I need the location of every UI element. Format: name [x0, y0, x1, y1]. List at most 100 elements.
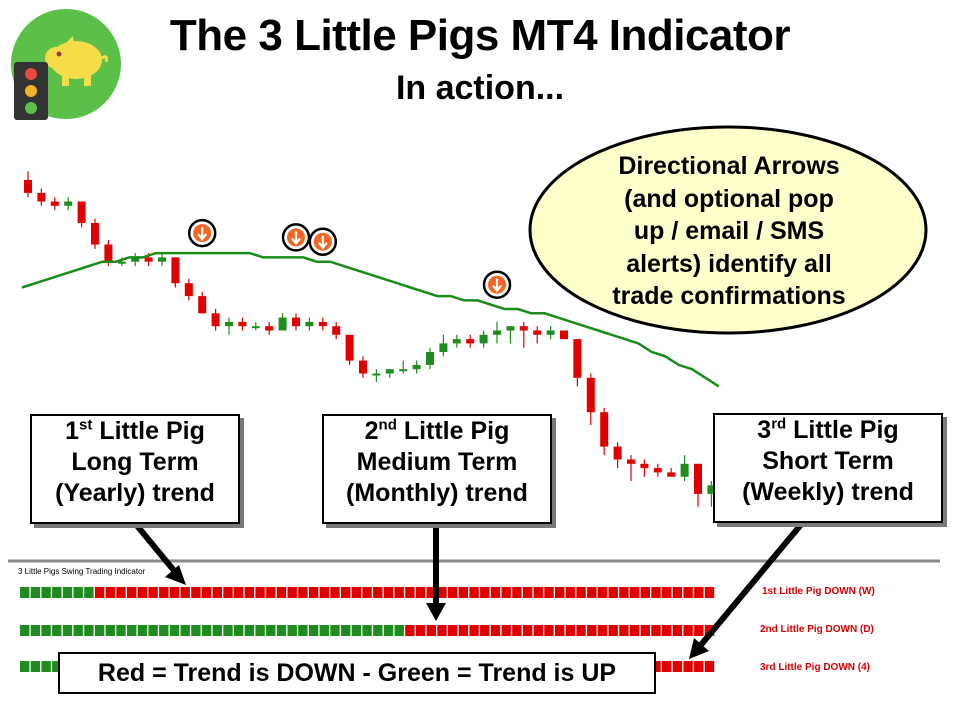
candle-body: [707, 485, 716, 494]
pointer-arrowhead-3: [689, 638, 709, 659]
trend-block: [555, 587, 565, 598]
candle: [332, 321, 341, 340]
page-title: The 3 Little Pigs MT4 Indicator: [169, 11, 791, 60]
candle: [519, 321, 528, 348]
trend-block: [137, 587, 148, 598]
trend-block: [255, 625, 265, 636]
trend-block: [415, 625, 426, 636]
trend-block: [683, 587, 693, 598]
trend-block: [362, 587, 372, 598]
candle-body: [198, 296, 207, 314]
trend-block: [480, 587, 490, 598]
trend-block: [180, 625, 190, 636]
trend-block: [394, 625, 404, 636]
trend-block: [84, 625, 94, 636]
candle-body: [372, 373, 381, 376]
callout-name: Little Pig: [99, 417, 205, 445]
trend-block: [169, 625, 180, 636]
trend-block: [704, 661, 715, 672]
down-arrow-signal-icon: [187, 218, 217, 248]
candle: [667, 468, 676, 477]
candle-body: [653, 468, 662, 473]
candle-body: [385, 369, 394, 374]
candle: [452, 334, 461, 348]
candle-body: [77, 201, 86, 223]
trend-block: [159, 587, 169, 598]
trend-block: [426, 625, 436, 636]
candle-body: [144, 257, 153, 262]
candle-body: [184, 283, 193, 297]
trend-block: [159, 625, 169, 636]
trend-block: [330, 625, 340, 636]
traffic-light-icon: [14, 62, 48, 120]
trend-block: [437, 625, 447, 636]
candle-body: [613, 446, 622, 460]
pig-icon: [45, 36, 108, 86]
candle: [131, 253, 140, 266]
trend-block: [41, 625, 51, 636]
trend-block: [191, 587, 201, 598]
pointer-arrow-3: [697, 519, 807, 648]
candle: [707, 481, 716, 507]
callout-term: Long Term: [71, 448, 199, 476]
candle-body: [573, 339, 582, 378]
candle-body: [560, 330, 568, 340]
trend-block: [105, 587, 115, 598]
callout-period: (Monthly) trend: [346, 479, 528, 507]
trend-block: [640, 587, 650, 598]
candle-body: [452, 339, 461, 344]
candle: [37, 188, 46, 206]
candle: [627, 455, 635, 481]
candle: [238, 317, 247, 331]
trend-block: [501, 587, 511, 598]
trend-block: [287, 625, 297, 636]
trend-block: [212, 587, 222, 598]
trend-block: [30, 661, 41, 672]
trend-block: [180, 587, 190, 598]
trend-block: [52, 661, 62, 672]
candle: [466, 334, 475, 348]
trend-block: [362, 625, 372, 636]
candle: [694, 463, 702, 507]
candle-body: [24, 180, 32, 193]
candle-body: [50, 201, 59, 206]
candle: [359, 356, 367, 378]
trend-block: [73, 587, 83, 598]
trend-block: [662, 625, 672, 636]
candle: [479, 330, 488, 348]
candle: [318, 317, 327, 331]
trend-block: [298, 625, 308, 636]
trend-block: [437, 587, 447, 598]
trend-block: [565, 625, 576, 636]
callout-ordinal-suffix: st: [79, 416, 93, 434]
trend-block: [651, 625, 661, 636]
trend-block: [587, 587, 597, 598]
trend-block: [490, 625, 501, 636]
candle: [24, 171, 32, 198]
trend-block: [234, 625, 244, 636]
candle-body: [694, 463, 702, 494]
trend-block: [62, 587, 73, 598]
trend-block: [383, 625, 394, 636]
down-arrow-signal-icon: [482, 270, 512, 299]
candle-body: [399, 369, 408, 372]
candle-body: [359, 360, 367, 374]
pig-traffic-light-logo: [11, 9, 121, 120]
trend-block: [683, 625, 693, 636]
trend-block: [84, 587, 94, 598]
trend-bar-row: [20, 587, 715, 598]
trend-block: [469, 625, 479, 636]
down-arrow-signal-icon: [308, 227, 338, 256]
trend-block: [373, 587, 383, 598]
candlestick-series: [24, 171, 729, 507]
candle: [91, 218, 99, 249]
candle-body: [131, 257, 140, 262]
candle-body: [600, 412, 609, 447]
trend-block: [20, 661, 30, 672]
candle-body: [345, 334, 354, 361]
candle-body: [533, 330, 542, 335]
candle: [345, 334, 354, 365]
trend-block: [458, 625, 469, 636]
trend-block: [672, 625, 683, 636]
trend-block: [458, 587, 469, 598]
